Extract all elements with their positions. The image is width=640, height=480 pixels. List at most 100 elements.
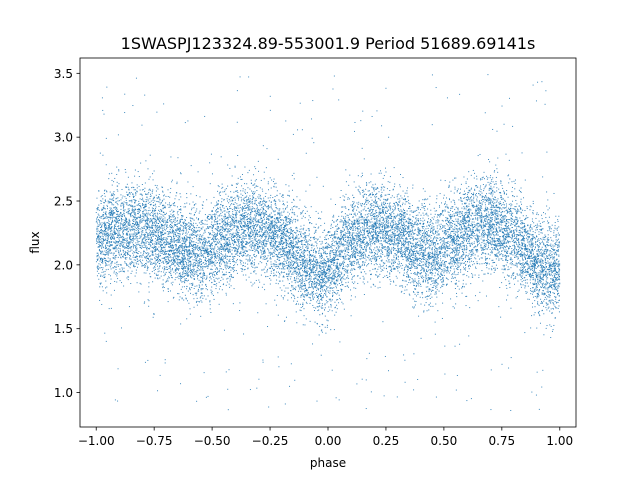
data-point	[435, 287, 437, 289]
data-point	[158, 251, 160, 253]
data-point	[513, 249, 515, 251]
data-point	[278, 253, 280, 255]
data-point	[136, 239, 138, 241]
data-point	[340, 219, 342, 221]
data-point	[450, 234, 452, 236]
data-point	[235, 210, 237, 212]
data-point	[408, 224, 410, 226]
data-point	[505, 264, 507, 266]
data-point	[494, 216, 496, 218]
data-point	[202, 274, 204, 276]
data-point	[373, 200, 375, 202]
data-point	[499, 220, 501, 222]
data-point	[335, 280, 337, 282]
data-point	[315, 307, 317, 309]
data-point	[100, 257, 102, 259]
data-point	[281, 195, 283, 197]
data-point	[229, 200, 231, 202]
data-point	[319, 261, 321, 263]
data-point	[163, 275, 165, 277]
data-point	[342, 257, 344, 259]
data-point	[182, 268, 184, 270]
data-point	[459, 220, 461, 222]
data-point	[123, 227, 125, 229]
data-point	[326, 242, 328, 244]
data-point	[220, 231, 222, 233]
data-point	[372, 241, 374, 243]
data-point	[447, 235, 449, 237]
data-point	[402, 243, 404, 245]
data-point	[515, 199, 517, 201]
data-point	[438, 224, 440, 226]
data-point	[379, 249, 381, 251]
data-point	[382, 229, 384, 231]
data-point	[514, 206, 516, 208]
data-point	[225, 255, 227, 257]
data-point	[306, 272, 308, 274]
data-point	[400, 285, 402, 287]
data-point	[285, 218, 287, 220]
data-point	[480, 245, 482, 247]
data-point	[251, 207, 253, 209]
data-point	[153, 313, 155, 315]
data-point	[463, 286, 465, 288]
data-point	[139, 255, 141, 257]
data-point	[228, 212, 230, 214]
data-point	[408, 282, 410, 284]
data-point	[239, 252, 241, 254]
data-point	[531, 249, 533, 251]
data-point	[128, 230, 130, 232]
data-point	[457, 246, 459, 248]
data-point	[391, 259, 393, 261]
data-point	[329, 284, 331, 286]
data-point	[120, 214, 122, 216]
data-point	[107, 227, 109, 229]
data-point	[533, 260, 535, 262]
data-point	[143, 219, 145, 221]
data-point	[296, 276, 298, 278]
data-point	[474, 235, 476, 237]
data-point	[453, 239, 455, 241]
data-point	[383, 203, 385, 205]
data-point	[493, 240, 495, 242]
data-point	[399, 184, 401, 186]
data-point	[432, 272, 434, 274]
data-point	[281, 225, 283, 227]
data-point	[104, 261, 106, 263]
data-point	[296, 227, 298, 229]
data-point	[130, 204, 132, 206]
data-point	[200, 267, 202, 269]
data-point	[315, 284, 317, 286]
data-point	[192, 262, 194, 264]
data-point	[559, 283, 561, 285]
data-point	[111, 222, 113, 224]
data-point	[552, 263, 554, 265]
data-point	[532, 282, 534, 284]
data-point	[404, 211, 406, 213]
data-point	[114, 399, 116, 401]
data-point	[119, 243, 121, 245]
data-point	[401, 285, 403, 287]
data-point	[362, 228, 364, 230]
data-point	[127, 208, 129, 210]
data-point	[381, 259, 383, 261]
data-point	[150, 261, 152, 263]
data-point	[236, 260, 238, 262]
data-point	[171, 240, 173, 242]
data-point	[547, 260, 549, 262]
data-point	[144, 214, 146, 216]
data-point	[408, 246, 410, 248]
data-point	[489, 188, 491, 190]
data-point	[119, 228, 121, 230]
data-point	[97, 230, 99, 232]
data-point	[520, 284, 522, 286]
data-point	[437, 220, 439, 222]
data-point	[450, 263, 452, 265]
data-point	[411, 211, 413, 213]
data-point	[498, 251, 500, 253]
data-point	[333, 272, 335, 274]
data-point	[207, 255, 209, 257]
data-point	[297, 290, 299, 292]
data-point	[219, 258, 221, 260]
data-point	[407, 226, 409, 228]
